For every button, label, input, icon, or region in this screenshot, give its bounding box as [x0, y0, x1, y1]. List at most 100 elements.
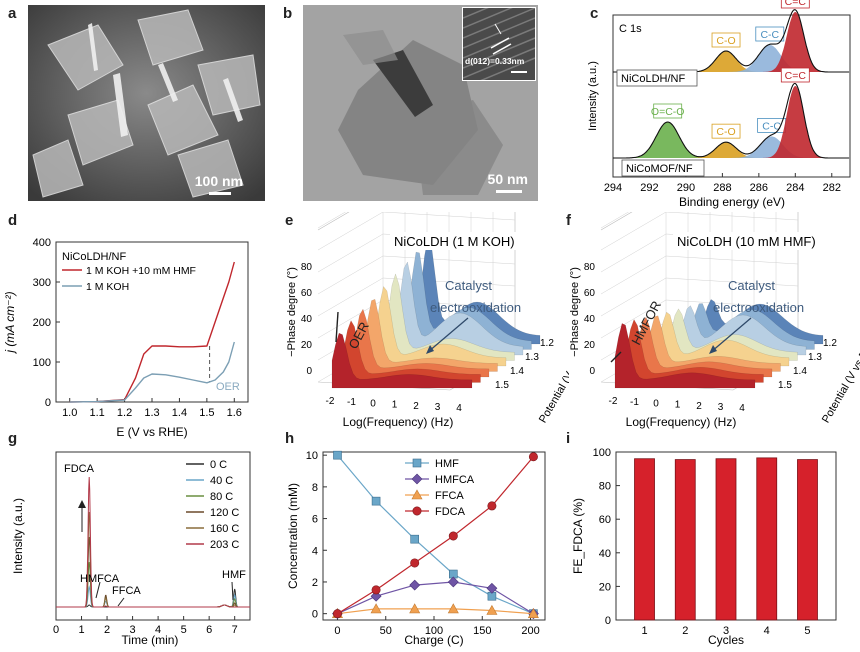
hplc-legend-label: 40 C [210, 475, 233, 487]
lsv-ytick-label: 100 [33, 357, 51, 369]
bode-xtick-label: 4 [739, 403, 745, 414]
tem-image: d(012)=0.33nm 50 nm [303, 5, 538, 201]
lsv-xtick-label: 1.4 [172, 407, 187, 419]
conc-xtick-label: 200 [521, 625, 539, 637]
xps-chart: 294 292 290 288 286 284 282 C-O C-C C=C O=C-O C-O C-… [587, 0, 851, 209]
lsv-ytick-label: 200 [33, 317, 51, 329]
fe-xtick-label: 3 [723, 625, 729, 637]
sem-flakes [28, 5, 265, 201]
sem-image: 100 nm [28, 5, 265, 201]
xps-fitted-peak [754, 86, 836, 158]
fe-xtick-label: 2 [682, 625, 688, 637]
conc-marker-hmfca [447, 576, 459, 588]
conc-legend-label: HMF [435, 458, 459, 470]
bode-ytick-label: 80 [584, 262, 596, 273]
conc-xlabel: Charge (C) [404, 633, 463, 647]
fe-bar [797, 459, 818, 621]
hplc-peak-label: HMF [222, 569, 246, 581]
bode-gridline [600, 233, 667, 273]
bode-gridline [317, 233, 384, 273]
conc-marker-fdca [448, 531, 458, 541]
conc-ytick-label: 2 [312, 577, 318, 589]
xps-fitted-peak [676, 142, 775, 158]
conc-legend-label: FFCA [435, 490, 464, 502]
bode-title-bg [390, 232, 532, 250]
bode-reaction-arrow [335, 311, 339, 343]
bode-gridline [317, 277, 384, 317]
bode-gridline [600, 299, 667, 339]
fe-ytick-label: 100 [593, 447, 611, 459]
bode-annotation-line2: electrooxidation [430, 300, 521, 315]
xps-peak-label: C-C [762, 120, 781, 132]
conc-marker-hmf [333, 450, 342, 460]
bode-ribbon [648, 311, 790, 367]
bode-xlabel: Log(Frequency) (Hz) [343, 415, 454, 429]
bode-gridline [600, 212, 629, 229]
bode-gridline [600, 212, 667, 251]
hplc-legend-label: 203 C [210, 539, 239, 551]
panel-letter-b: b [283, 5, 293, 22]
sem-scale-label: 100 nm [194, 173, 243, 189]
bode-xtick-label: 3 [718, 402, 724, 413]
xps-xtick-label: 292 [640, 182, 658, 194]
bode-gridline [317, 212, 346, 229]
conc-legend-label: FDCA [435, 506, 466, 518]
lsv-legend-label: 1 M KOH [86, 281, 129, 293]
fe-bar [715, 458, 737, 621]
conc-ytick-label: 4 [312, 545, 318, 557]
conc-marker-hmfca [370, 590, 382, 602]
bode-xtick-label: -2 [609, 396, 618, 407]
concentration-chart: 0 50 100 150 200 0 2 4 6 8 10 HMF HMFCA FFCA FDCA Conc… [286, 450, 546, 647]
conc-marker-fdca [528, 452, 538, 462]
bode3d-koh-chart: 0 20 40 60 80 -2 -1 0 1 2 3 4 1.21.31.41.5 NiCoLDH (1… [286, 212, 569, 429]
panel-letter-h: h [285, 430, 295, 447]
hplc-xtick-label: 2 [104, 624, 110, 636]
conc-xtick-label: 50 [380, 625, 392, 637]
hplc-series-line [56, 476, 250, 608]
xps-peak-label-box [653, 103, 683, 119]
hplc-xtick-label: 7 [232, 624, 238, 636]
hplc-xtick-label: 4 [155, 624, 161, 636]
conc-marker-hmf [410, 534, 419, 544]
bode-ytick-label: 60 [301, 288, 313, 299]
conc-marker-fdca [412, 506, 422, 516]
fe-ytick-label: 60 [599, 514, 611, 526]
xps-peak-label-box [780, 67, 810, 83]
bode-xtick-label: -1 [630, 397, 639, 408]
bode-reaction-arrow [610, 351, 622, 363]
hplc-trend-arrow [117, 597, 125, 607]
xps-peak-label-box [780, 0, 810, 9]
conc-marker-fdca [487, 501, 497, 511]
bode-ytick-label: 40 [584, 314, 596, 325]
fe-xtick-label: 4 [764, 625, 770, 637]
lsv-xtick-label: 1.1 [89, 407, 104, 419]
conc-marker-hmf [412, 458, 422, 468]
xps-xlabel: Binding energy (eV) [679, 195, 785, 209]
bode-title-bg [673, 232, 829, 250]
hplc-chart: 0 1 2 3 4 5 6 7 0 C 40 C 80 C 120 C 160 C 203 C FDCA HM… [11, 451, 251, 647]
bode-annotation-line2: electrooxidation [713, 300, 804, 315]
conc-ytick-label: 8 [312, 482, 318, 494]
fe-bar [756, 457, 778, 621]
fe-ytick-label: 0 [605, 615, 611, 627]
hplc-frame [55, 451, 251, 621]
lsv-series-line [69, 341, 235, 403]
lsv-series-line [69, 261, 235, 403]
hplc-xtick-label: 1 [78, 624, 84, 636]
conc-marker-hmfca [486, 582, 498, 594]
lsv-ylabel: j (mA cm⁻²) [3, 291, 17, 354]
xps-peak-label-box [711, 123, 741, 139]
xps-xtick-label: 284 [786, 182, 804, 194]
bode-xtick-label: 2 [696, 401, 702, 412]
xps-xtick-label: 288 [713, 182, 731, 194]
hplc-peak-label: HMFCA [80, 573, 120, 585]
lsv-xtick-label: 1.2 [117, 407, 132, 419]
tem-scale-bar [496, 190, 522, 193]
lsv-ytick-label: 400 [33, 237, 51, 249]
fe-xtick-label: 1 [641, 625, 647, 637]
lsv-xtick-label: 1.5 [199, 407, 214, 419]
xps-fitted-peak [716, 136, 826, 158]
lsv-xtick-label: 1.6 [227, 407, 242, 419]
xps-peak-label: C-C [760, 29, 779, 41]
bode3d-hmf-chart: 0 20 40 60 80 -2 -1 0 1 2 3 4 1.21.31.41.5 NiCoLDH (1… [569, 212, 860, 429]
